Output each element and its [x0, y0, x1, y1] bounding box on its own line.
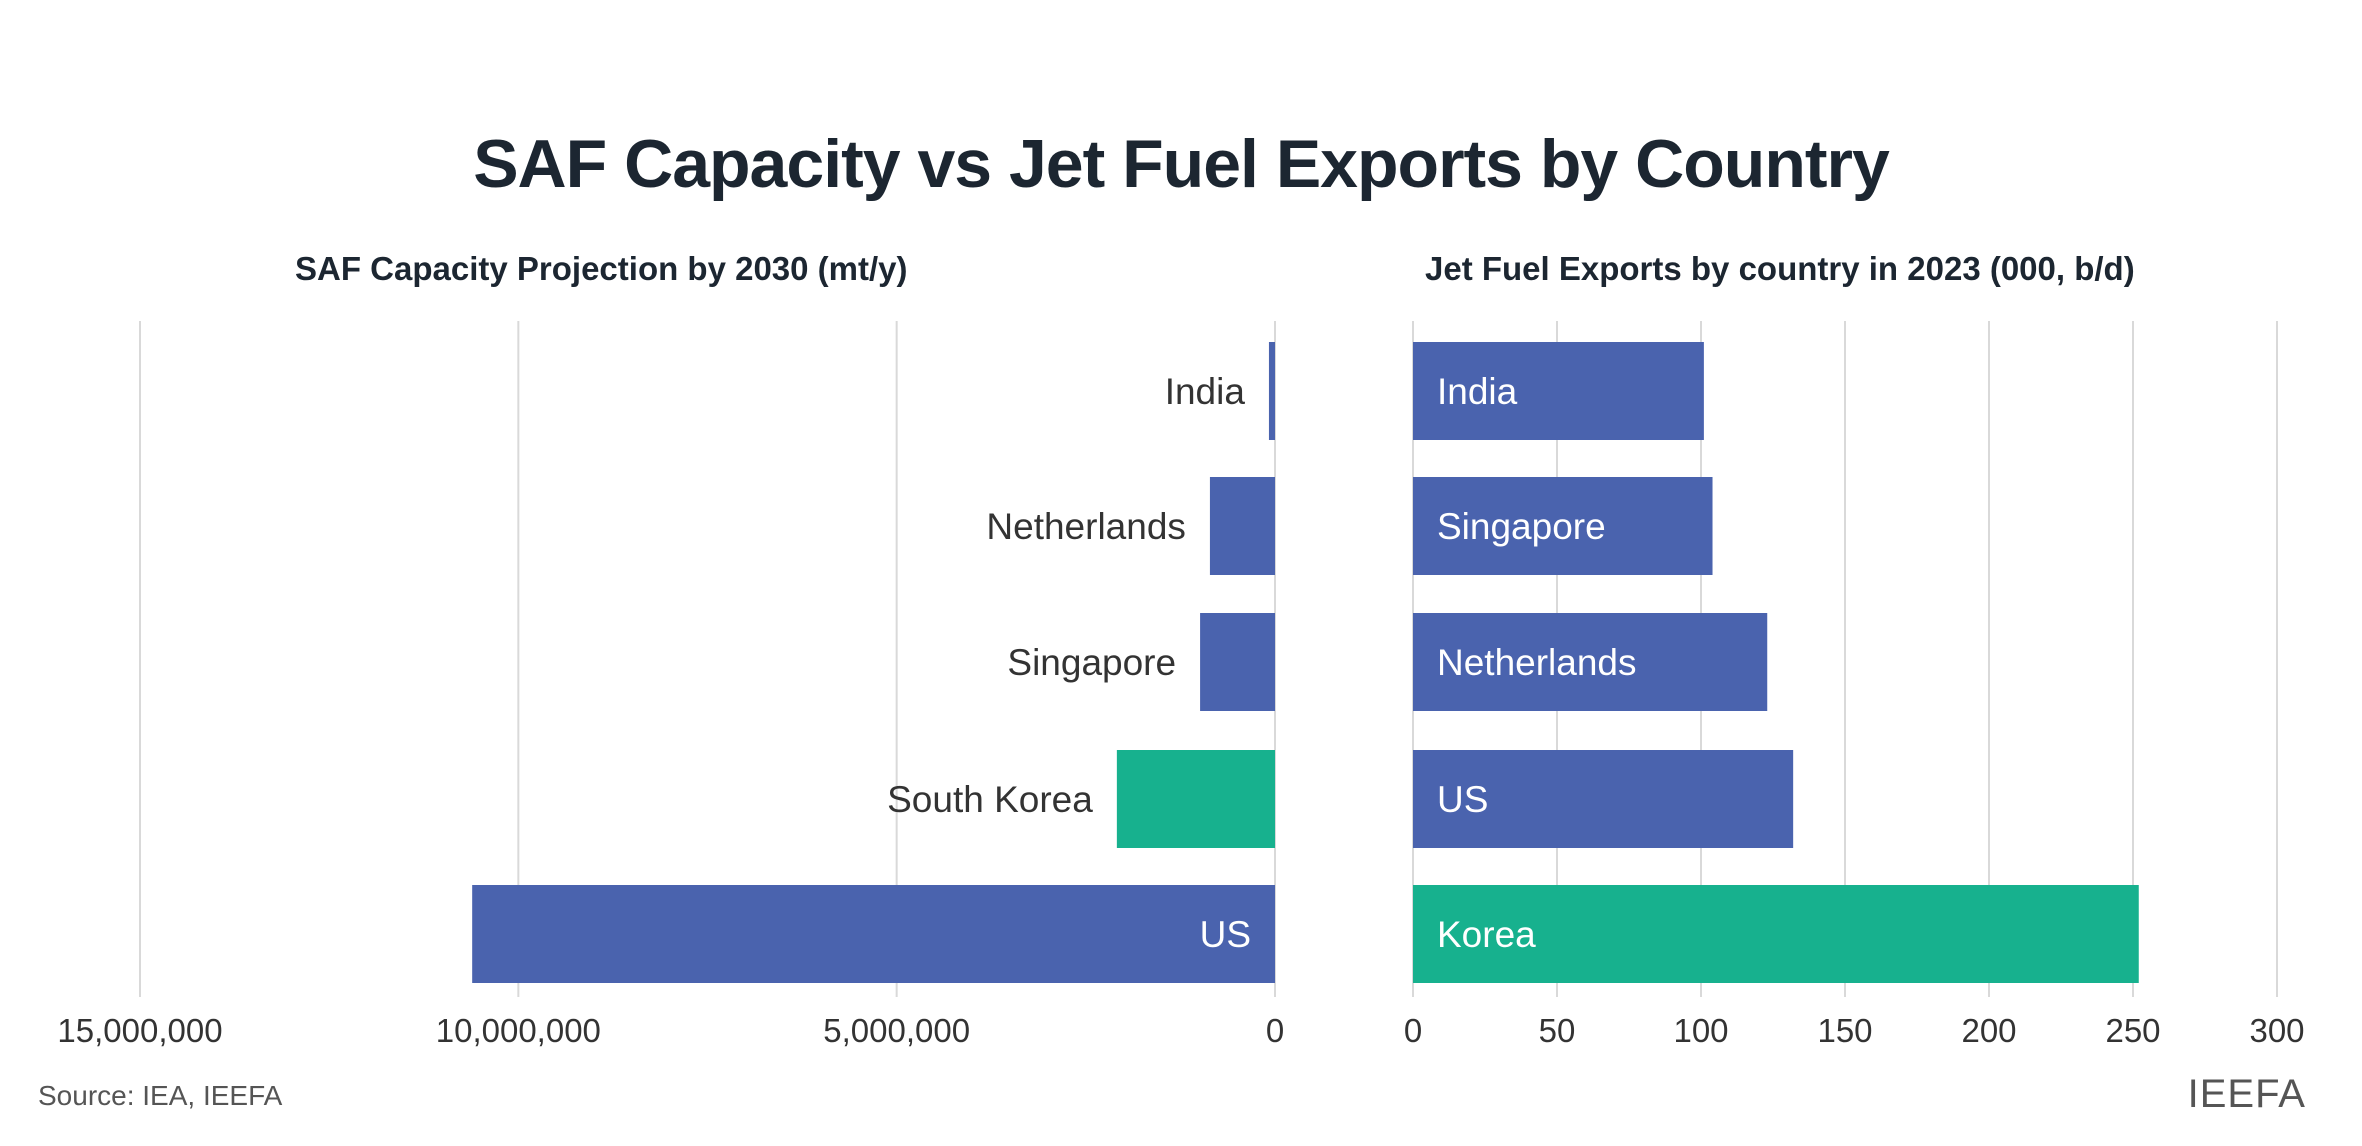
x-tick-label: 5,000,000 — [823, 1012, 970, 1049]
x-tick-label: 10,000,000 — [436, 1012, 601, 1049]
x-tick-label: 300 — [2249, 1012, 2304, 1049]
bar-netherlands — [1413, 613, 1768, 711]
left-chart-subtitle: SAF Capacity Projection by 2030 (mt/y) — [295, 250, 908, 287]
bar-south-korea — [1116, 750, 1275, 848]
bar-us — [472, 885, 1276, 983]
right-chart-subtitle: Jet Fuel Exports by country in 2023 (000… — [1425, 250, 2135, 287]
bar-india — [1268, 342, 1275, 440]
x-tick-label: 50 — [1539, 1012, 1576, 1049]
category-label: Singapore — [1007, 642, 1176, 683]
chart-title: SAF Capacity vs Jet Fuel Exports by Coun… — [473, 126, 1890, 202]
bar-korea — [1413, 885, 2139, 983]
category-label: South Korea — [887, 779, 1093, 820]
bar-singapore — [1200, 613, 1275, 711]
category-label: US — [1437, 779, 1488, 820]
category-label: India — [1165, 371, 1246, 412]
category-label: US — [1200, 914, 1251, 955]
source-note: Source: IEA, IEEFA — [38, 1080, 283, 1111]
bar-netherlands — [1209, 477, 1275, 575]
x-tick-label: 100 — [1673, 1012, 1728, 1049]
bar-singapore — [1413, 477, 1713, 575]
category-label: Korea — [1437, 914, 1536, 955]
bar-us — [1413, 750, 1794, 848]
category-label: Singapore — [1437, 506, 1606, 547]
x-tick-label: 15,000,000 — [57, 1012, 222, 1049]
category-label: Netherlands — [986, 506, 1186, 547]
category-label: India — [1437, 371, 1518, 412]
bar-india — [1413, 342, 1704, 440]
category-label: Netherlands — [1437, 642, 1637, 683]
brand-logo: IEEFA — [2187, 1072, 2306, 1116]
x-tick-label: 0 — [1404, 1012, 1422, 1049]
x-tick-label: 150 — [1817, 1012, 1872, 1049]
x-tick-label: 200 — [1961, 1012, 2016, 1049]
x-tick-label: 250 — [2105, 1012, 2160, 1049]
x-tick-label: 0 — [1266, 1012, 1284, 1049]
